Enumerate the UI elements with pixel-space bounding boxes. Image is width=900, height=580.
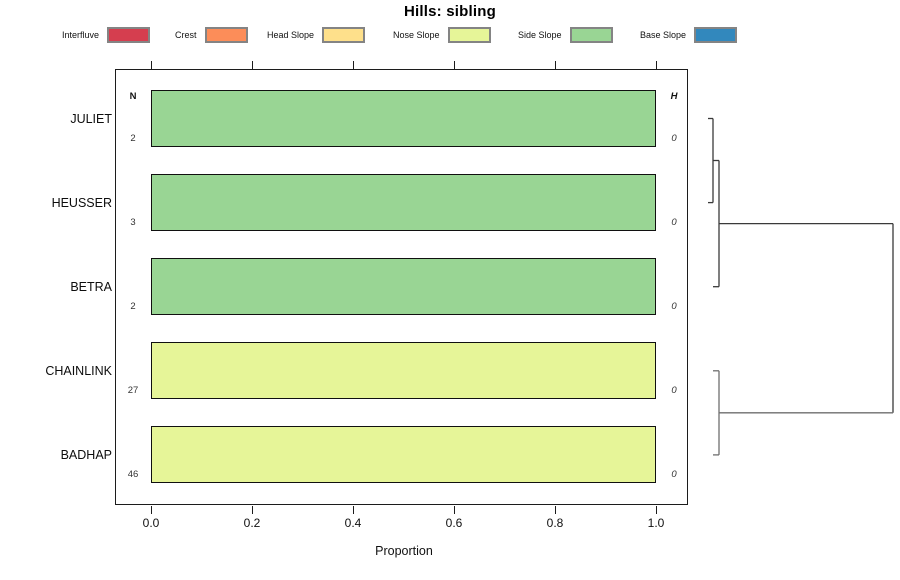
y-axis-label-juliet: JULIET	[70, 111, 112, 126]
h-value: 0	[671, 216, 677, 228]
h-value: 0	[671, 384, 677, 396]
legend-label: Nose Slope	[393, 29, 440, 40]
x-axis-title: Proportion	[375, 544, 433, 558]
legend-item-base-slope: Base Slope	[640, 26, 738, 43]
bar-track	[151, 90, 656, 147]
legend-label: Side Slope	[518, 29, 562, 40]
axis-tick	[251, 506, 253, 514]
axis-tick	[554, 506, 556, 514]
axis-tick	[352, 61, 354, 69]
axis-tick	[554, 61, 556, 69]
legend-swatch-nose-slope	[447, 26, 491, 43]
bar-track	[151, 342, 656, 400]
y-axis-label-betra: BETRA	[70, 279, 112, 294]
n-value: 2	[130, 300, 136, 312]
legend-swatch-crest	[204, 26, 248, 43]
bar-heusser	[151, 174, 656, 232]
x-tick-label: 0.0	[142, 516, 160, 530]
h-column-header: H	[670, 91, 678, 102]
bar-track	[151, 258, 656, 316]
legend-swatch-head-slope	[322, 26, 366, 43]
legend-swatch-interfluve	[107, 26, 151, 43]
axis-tick	[655, 61, 657, 69]
legend-item-crest: Crest	[175, 26, 248, 43]
bar-chainlink	[151, 342, 656, 400]
legend-item-side-slope: Side Slope	[518, 26, 613, 43]
axis-tick	[150, 61, 152, 69]
h-value: 0	[671, 468, 677, 480]
x-tick-label: 0.8	[546, 516, 564, 530]
x-tick-label: 0.6	[445, 516, 463, 530]
legend-label: Interfluve	[62, 29, 100, 40]
legend-swatch-side-slope	[569, 26, 613, 43]
axis-tick	[150, 506, 152, 514]
axis-tick	[453, 506, 455, 514]
x-tick-label: 0.4	[344, 516, 362, 530]
legend-label: Crest	[175, 29, 197, 40]
bar-badhap	[151, 426, 656, 484]
legend-label: Base Slope	[640, 29, 687, 40]
y-axis-label-chainlink: CHAINLINK	[45, 363, 112, 378]
x-tick-label: 1.0	[647, 516, 665, 530]
axis-tick	[251, 61, 253, 69]
legend-item-interfluve: Interfluve	[62, 26, 151, 43]
x-tick-label: 0.2	[243, 516, 261, 530]
n-value: 27	[127, 384, 139, 396]
legend-label: Head Slope	[267, 29, 315, 40]
bar-juliet	[151, 90, 656, 147]
bar-track	[151, 426, 656, 484]
page-title: Hills: sibling	[404, 3, 496, 20]
h-value: 0	[671, 132, 677, 144]
n-value: 2	[130, 132, 136, 144]
n-column-header: N	[129, 91, 137, 102]
n-value: 46	[127, 468, 139, 480]
legend-item-nose-slope: Nose Slope	[393, 26, 491, 43]
legend-item-head-slope: Head Slope	[267, 26, 366, 43]
legend-swatch-base-slope	[694, 26, 738, 43]
bar-track	[151, 174, 656, 232]
n-value: 3	[130, 216, 136, 228]
axis-tick	[352, 506, 354, 514]
y-axis-label-heusser: HEUSSER	[51, 195, 112, 210]
bar-betra	[151, 258, 656, 316]
h-value: 0	[671, 300, 677, 312]
axis-tick	[655, 506, 657, 514]
y-axis-label-badhap: BADHAP	[60, 447, 112, 462]
axis-tick	[453, 61, 455, 69]
